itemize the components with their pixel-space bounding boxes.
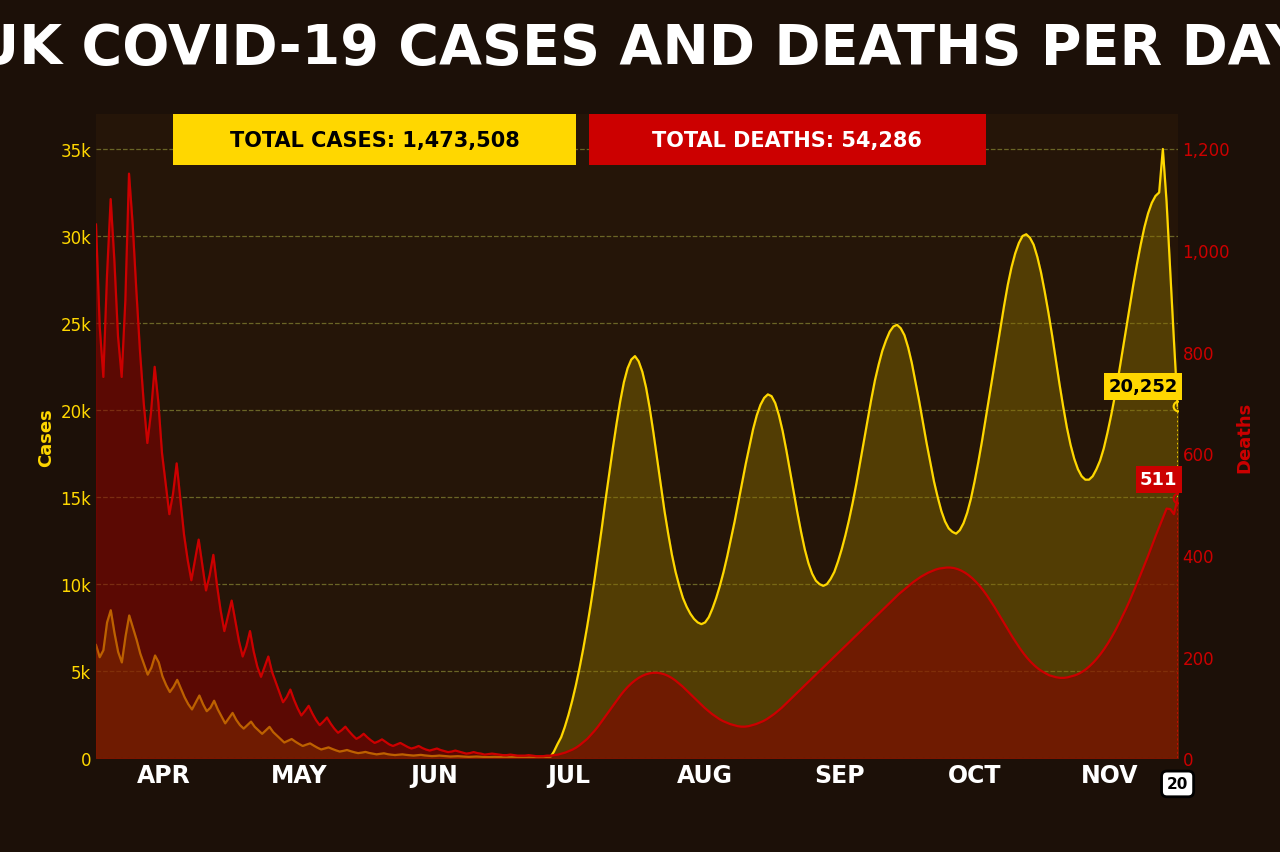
Text: UK COVID-19 CASES AND DEATHS PER DAY: UK COVID-19 CASES AND DEATHS PER DAY (0, 22, 1280, 76)
Y-axis label: Deaths: Deaths (1235, 401, 1253, 472)
FancyBboxPatch shape (589, 115, 986, 166)
Text: 20,252: 20,252 (1108, 377, 1178, 396)
Text: TOTAL DEATHS: 54,286: TOTAL DEATHS: 54,286 (653, 130, 922, 151)
Y-axis label: Cases: Cases (37, 407, 55, 466)
FancyBboxPatch shape (173, 115, 576, 166)
Text: TOTAL CASES: 1,473,508: TOTAL CASES: 1,473,508 (230, 130, 520, 151)
Text: 511: 511 (1140, 470, 1178, 489)
Text: 20: 20 (1167, 776, 1188, 792)
